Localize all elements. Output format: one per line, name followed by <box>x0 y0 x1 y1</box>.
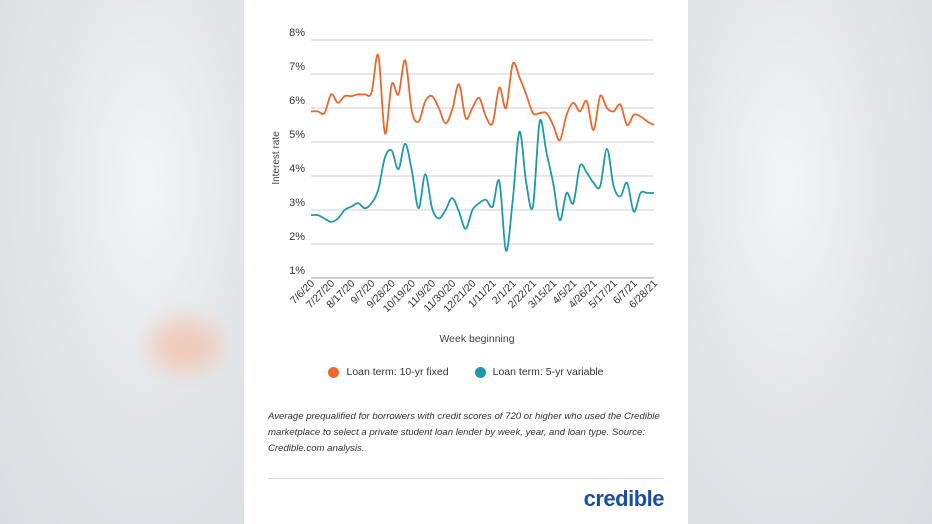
series-lines <box>310 53 655 252</box>
legend-item-variable: Loan term: 5-yr variable <box>474 366 604 378</box>
background-blur-shape <box>150 318 220 373</box>
x-axis-label: Week beginning <box>439 333 514 345</box>
y-tick-labels: 1% 2% 3% 4% 5% 6% 7% 8% <box>289 27 305 277</box>
legend-label-fixed: Loan term: 10-yr fixed <box>346 366 449 378</box>
legend-label-variable: Loan term: 5-yr variable <box>492 366 604 378</box>
x-tick-labels: 7/6/207/27/208/17/209/7/209/28/2010/19/2… <box>288 278 660 316</box>
y-tick-label: 2% <box>289 231 305 243</box>
y-tick-label: 3% <box>289 197 305 209</box>
y-tick-label: 4% <box>289 163 305 175</box>
y-tick-label: 6% <box>289 95 305 107</box>
series-line-5yr-variable <box>310 118 654 252</box>
brand-logo: credible <box>583 486 665 511</box>
divider <box>268 478 664 479</box>
gridlines <box>311 39 654 279</box>
background-left <box>0 0 244 524</box>
chart-card: 1% 2% 3% 4% 5% 6% 7% 8% 7/6/20 7/27/20 8/17/20 9/7… <box>244 0 688 524</box>
series-line-10yr-fixed <box>310 53 655 142</box>
legend-swatch-variable <box>474 366 486 378</box>
legend: Loan term: 10-yr fixed Loan term: 5-yr v… <box>244 366 688 378</box>
y-axis-label: Interest rate <box>271 131 282 185</box>
y-tick-label: 1% <box>289 265 305 277</box>
background-right <box>688 0 932 524</box>
y-tick-label: 7% <box>289 61 305 73</box>
y-tick-label: 5% <box>289 129 305 141</box>
line-chart: 1% 2% 3% 4% 5% 6% 7% 8% 7/6/207/27/208/17/209/7… <box>271 27 660 345</box>
footnote: Average prequalified for borrowers with … <box>268 411 660 454</box>
legend-swatch-fixed <box>328 366 340 378</box>
legend-item-fixed: Loan term: 10-yr fixed <box>328 366 449 378</box>
y-tick-label: 8% <box>289 27 305 39</box>
